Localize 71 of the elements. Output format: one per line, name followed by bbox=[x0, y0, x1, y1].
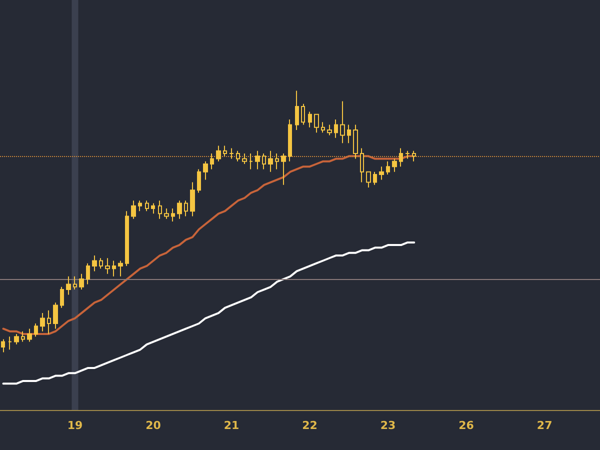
x-tick-label: 23 bbox=[380, 419, 396, 432]
candlestick bbox=[275, 153, 279, 170]
x-tick-label: 19 bbox=[67, 419, 83, 432]
candlestick bbox=[281, 153, 286, 186]
candlestick bbox=[158, 200, 162, 220]
candlestick bbox=[125, 210, 129, 266]
candlestick bbox=[8, 336, 12, 350]
candlestick bbox=[347, 124, 351, 144]
candlestick bbox=[288, 119, 292, 162]
candlestick bbox=[262, 153, 266, 170]
x-tick-label: 22 bbox=[302, 419, 318, 432]
candlestick bbox=[314, 114, 319, 134]
candlestick bbox=[145, 200, 149, 212]
candlestick bbox=[53, 302, 58, 330]
candlestick bbox=[340, 100, 345, 144]
candlestick bbox=[14, 333, 19, 345]
candlestick bbox=[34, 323, 38, 338]
candlestick bbox=[151, 202, 155, 214]
candlestick bbox=[86, 262, 90, 285]
candlestick bbox=[184, 200, 188, 217]
candlestick bbox=[138, 200, 142, 212]
candlestick bbox=[236, 150, 240, 162]
candlestick bbox=[164, 208, 169, 220]
candlestick bbox=[386, 160, 390, 175]
candlestick bbox=[308, 111, 312, 128]
candlestick bbox=[99, 258, 103, 270]
candlestick bbox=[105, 258, 110, 274]
candlestick bbox=[353, 124, 358, 160]
candlestick bbox=[210, 153, 214, 170]
candlestick bbox=[73, 276, 77, 290]
candlestick bbox=[334, 119, 338, 138]
candlestick bbox=[242, 153, 247, 164]
candlestick bbox=[21, 330, 25, 342]
x-tick-label: 26 bbox=[458, 419, 474, 432]
x-tick-label: 21 bbox=[224, 419, 240, 432]
candlestick bbox=[223, 145, 227, 157]
candlestick bbox=[27, 328, 32, 342]
candlestick bbox=[216, 145, 221, 162]
candlestick bbox=[177, 200, 182, 220]
candlestick bbox=[66, 276, 71, 296]
candlestick bbox=[229, 148, 234, 160]
candlestick bbox=[321, 122, 325, 134]
candlestick bbox=[268, 150, 273, 172]
x-tick-label: 20 bbox=[146, 419, 162, 432]
candlestick bbox=[40, 312, 45, 332]
candlestick bbox=[47, 310, 51, 334]
candlestick bbox=[249, 153, 253, 170]
candlestick bbox=[295, 90, 299, 131]
candlestick bbox=[190, 182, 195, 217]
candlestick bbox=[255, 150, 260, 170]
candlestick bbox=[79, 273, 84, 290]
candlestick bbox=[379, 166, 384, 180]
candlestick bbox=[301, 103, 305, 126]
candlestick bbox=[1, 338, 5, 353]
x-tick-label: 27 bbox=[536, 419, 552, 432]
candlestick bbox=[131, 200, 136, 220]
candlestick bbox=[392, 158, 397, 172]
candlestick bbox=[405, 150, 410, 160]
candlestick bbox=[373, 171, 377, 186]
candlestick bbox=[366, 171, 371, 188]
candlestick bbox=[360, 148, 364, 183]
candlestick bbox=[327, 124, 332, 136]
candlestick bbox=[112, 260, 116, 277]
candlestick bbox=[412, 150, 416, 162]
candlestick bbox=[197, 168, 201, 194]
candlestick bbox=[118, 260, 123, 277]
candlestick bbox=[92, 255, 97, 272]
candlestick bbox=[171, 208, 175, 222]
candlestick bbox=[60, 286, 64, 308]
candlestick bbox=[399, 148, 403, 168]
candlestick bbox=[203, 160, 208, 180]
